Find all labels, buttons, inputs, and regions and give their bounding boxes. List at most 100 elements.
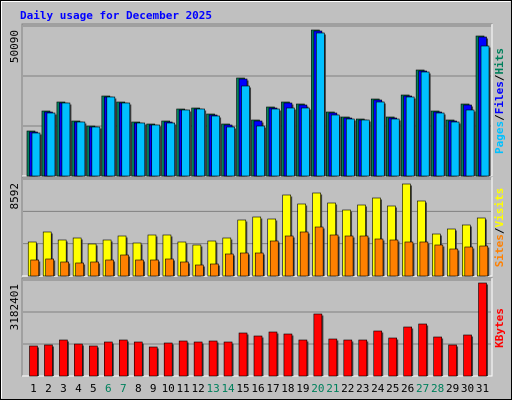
bar (239, 252, 249, 277)
bar (404, 241, 414, 277)
bar (180, 261, 189, 277)
bar (121, 102, 131, 177)
bar (193, 341, 203, 377)
bar (61, 102, 71, 177)
bar (418, 323, 427, 377)
x-tick-label: 21 (326, 382, 339, 395)
x-tick-label: 19 (296, 382, 309, 395)
bar (403, 326, 412, 377)
bar (136, 122, 146, 177)
x-tick-label: 29 (446, 382, 459, 395)
bar (166, 122, 175, 177)
x-tick-label: 22 (341, 382, 354, 395)
bar (118, 339, 128, 377)
bar (178, 340, 188, 377)
bar (420, 71, 430, 177)
legend: Sites/Visits (493, 188, 506, 268)
bar (389, 239, 399, 277)
bar (346, 118, 355, 177)
bar (316, 32, 325, 177)
x-tick-label: 28 (431, 382, 444, 395)
bar (375, 101, 385, 177)
bar (465, 109, 475, 177)
bar (268, 331, 278, 377)
bar (434, 244, 444, 277)
bar (60, 261, 69, 277)
bar (271, 108, 280, 177)
bar (44, 344, 53, 377)
bar (181, 109, 190, 177)
bar (150, 259, 159, 277)
legend: KBytes (493, 308, 506, 348)
bar (91, 126, 101, 177)
x-tick-label: 7 (120, 382, 127, 395)
bar (74, 343, 83, 377)
x-tick-label: 17 (266, 382, 279, 395)
bar (374, 238, 384, 277)
x-tick-label: 26 (401, 382, 414, 395)
bar (31, 132, 41, 177)
bar (148, 346, 158, 377)
bar (286, 107, 295, 177)
x-tick-label: 12 (192, 382, 205, 395)
x-tick-label: 4 (75, 382, 82, 395)
bar (256, 125, 265, 177)
bar (298, 339, 308, 377)
legend-entry: KBytes (493, 308, 506, 348)
chart-title: Daily usage for December 2025 (20, 9, 212, 22)
x-tick-label: 6 (105, 382, 112, 395)
x-tick-label: 24 (371, 382, 385, 395)
bar (163, 342, 173, 377)
bar (390, 118, 400, 177)
bar (45, 258, 55, 277)
bar (241, 85, 250, 177)
bar (284, 235, 294, 277)
bar (46, 112, 56, 177)
x-tick-label: 10 (162, 382, 175, 395)
bar (435, 112, 445, 177)
bar (223, 341, 233, 377)
bar (196, 108, 205, 177)
bar (478, 282, 487, 377)
legend-separator: / (493, 114, 506, 121)
bar (480, 45, 490, 177)
bar (165, 258, 174, 277)
bar (359, 235, 369, 277)
bar (343, 339, 353, 377)
bar (254, 252, 264, 277)
x-tick-label: 25 (386, 382, 399, 395)
bar (29, 345, 38, 377)
legend-entry: Visits (493, 188, 506, 228)
x-tick-label: 14 (221, 382, 235, 395)
bar (90, 261, 99, 277)
y-max-label: 8592 (8, 183, 21, 210)
x-tick-label: 23 (356, 382, 369, 395)
bar (135, 259, 144, 277)
bar (479, 245, 489, 277)
bar (405, 96, 415, 177)
legend-entry: Sites (493, 234, 506, 267)
legend-separator: / (493, 74, 506, 81)
bar (313, 313, 323, 377)
bar (463, 334, 472, 377)
bar (225, 253, 234, 277)
bar (195, 264, 204, 277)
x-tick-label: 30 (461, 382, 474, 395)
bar (450, 121, 460, 177)
bar (226, 126, 235, 177)
x-tick-label: 8 (135, 382, 142, 395)
legend: Pages/Files/Hits (493, 48, 506, 154)
x-tick-label: 15 (236, 382, 249, 395)
x-tick-label: 20 (311, 382, 324, 395)
legend-separator: / (493, 227, 506, 234)
bar (75, 262, 84, 277)
legend-entry: Hits (493, 48, 506, 75)
bar (433, 336, 442, 377)
x-tick-label: 31 (476, 382, 489, 395)
bar (106, 96, 116, 177)
bar (301, 107, 310, 177)
bar (253, 335, 263, 377)
bar (449, 248, 459, 277)
